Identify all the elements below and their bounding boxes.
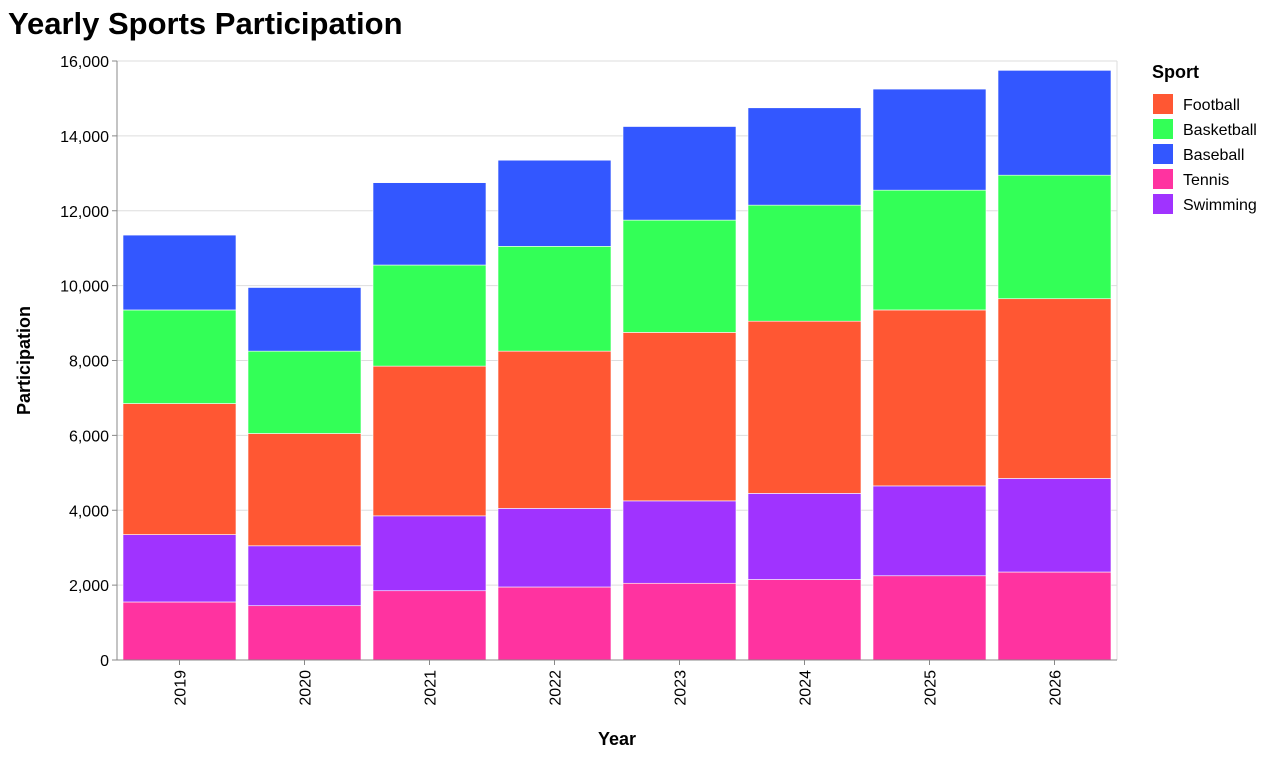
bar-basketball-2026[interactable] — [997, 174, 1112, 300]
legend-label-tennis: Tennis — [1183, 172, 1229, 189]
bar-basketball-2021[interactable] — [372, 264, 487, 367]
bar-football-2023[interactable] — [622, 332, 737, 502]
y-tick-label: 2,000 — [69, 578, 109, 595]
y-tick-label: 12,000 — [60, 204, 109, 221]
axes: 0 2,000 4,000 6,000 8,000 10,000 12,000 14,000 1… — [14, 54, 1117, 749]
bar-baseball-2023[interactable] — [622, 126, 737, 221]
bar-tennis-2021[interactable] — [372, 590, 487, 661]
bar-tennis-2019[interactable] — [122, 601, 237, 661]
bar-basketball-2023[interactable] — [622, 219, 737, 333]
bar-swimming-2020[interactable] — [247, 545, 362, 607]
bar-swimming-2025[interactable] — [872, 485, 987, 577]
legend: Sport Football Basketball Baseball Tennis Swi… — [1152, 62, 1257, 214]
bar-football-2024[interactable] — [747, 320, 862, 494]
bar-basketball-2024[interactable] — [747, 204, 862, 322]
bars — [122, 70, 1112, 661]
bar-swimming-2021[interactable] — [372, 515, 487, 592]
bar-baseball-2019[interactable] — [122, 234, 237, 311]
legend-swatch-baseball — [1153, 144, 1173, 164]
legend-swatch-football — [1153, 94, 1173, 114]
chart-title: Yearly Sports Participation — [8, 6, 403, 41]
bar-baseball-2022[interactable] — [497, 159, 612, 247]
bar-football-2020[interactable] — [247, 433, 362, 547]
bar-swimming-2023[interactable] — [622, 500, 737, 584]
x-axis-title: Year — [598, 729, 636, 749]
legend-swatch-tennis — [1153, 169, 1173, 189]
bar-tennis-2026[interactable] — [997, 571, 1112, 661]
y-tick-label: 10,000 — [60, 279, 109, 296]
bar-basketball-2020[interactable] — [247, 350, 362, 434]
x-tick-label: 2021 — [423, 670, 440, 706]
legend-swatch-basketball — [1153, 119, 1173, 139]
legend-label-baseball: Baseball — [1183, 147, 1244, 164]
bar-swimming-2026[interactable] — [997, 478, 1112, 573]
y-tick-label: 0 — [100, 653, 109, 670]
bar-swimming-2022[interactable] — [497, 508, 612, 588]
legend-label-swimming: Swimming — [1183, 197, 1257, 214]
x-tick-label: 2023 — [673, 670, 690, 706]
bar-baseball-2026[interactable] — [997, 70, 1112, 176]
bar-tennis-2025[interactable] — [872, 575, 987, 661]
bar-swimming-2024[interactable] — [747, 493, 862, 580]
bar-baseball-2021[interactable] — [372, 182, 487, 266]
bar-football-2025[interactable] — [872, 309, 987, 487]
bar-swimming-2019[interactable] — [122, 534, 237, 603]
y-tick-label: 4,000 — [69, 503, 109, 520]
bar-football-2022[interactable] — [497, 350, 612, 509]
bar-football-2021[interactable] — [372, 365, 487, 517]
bar-tennis-2024[interactable] — [747, 579, 862, 661]
y-tick-label: 16,000 — [60, 54, 109, 71]
x-tick-label: 2026 — [1048, 670, 1065, 706]
y-tick-label: 6,000 — [69, 428, 109, 445]
bar-basketball-2025[interactable] — [872, 189, 987, 311]
legend-swatch-swimming — [1153, 194, 1173, 214]
legend-label-basketball: Basketball — [1183, 122, 1257, 139]
legend-title: Sport — [1152, 62, 1199, 82]
y-tick-label: 8,000 — [69, 354, 109, 371]
x-tick-label: 2024 — [798, 670, 815, 706]
y-axis-title: Participation — [14, 306, 34, 415]
bar-baseball-2024[interactable] — [747, 107, 862, 206]
bar-tennis-2022[interactable] — [497, 586, 612, 661]
x-tick-label: 2025 — [923, 670, 940, 706]
bar-football-2019[interactable] — [122, 403, 237, 535]
legend-label-football: Football — [1183, 97, 1240, 114]
bar-football-2026[interactable] — [997, 298, 1112, 479]
y-tick-label: 14,000 — [60, 129, 109, 146]
x-tick-label: 2019 — [173, 670, 190, 706]
bar-baseball-2025[interactable] — [872, 88, 987, 191]
bar-tennis-2020[interactable] — [247, 605, 362, 661]
bar-tennis-2023[interactable] — [622, 582, 737, 661]
x-tick-label: 2022 — [548, 670, 565, 706]
bar-basketball-2019[interactable] — [122, 309, 237, 404]
x-tick-label: 2020 — [298, 670, 315, 706]
bar-basketball-2022[interactable] — [497, 246, 612, 352]
bar-baseball-2020[interactable] — [247, 287, 362, 352]
